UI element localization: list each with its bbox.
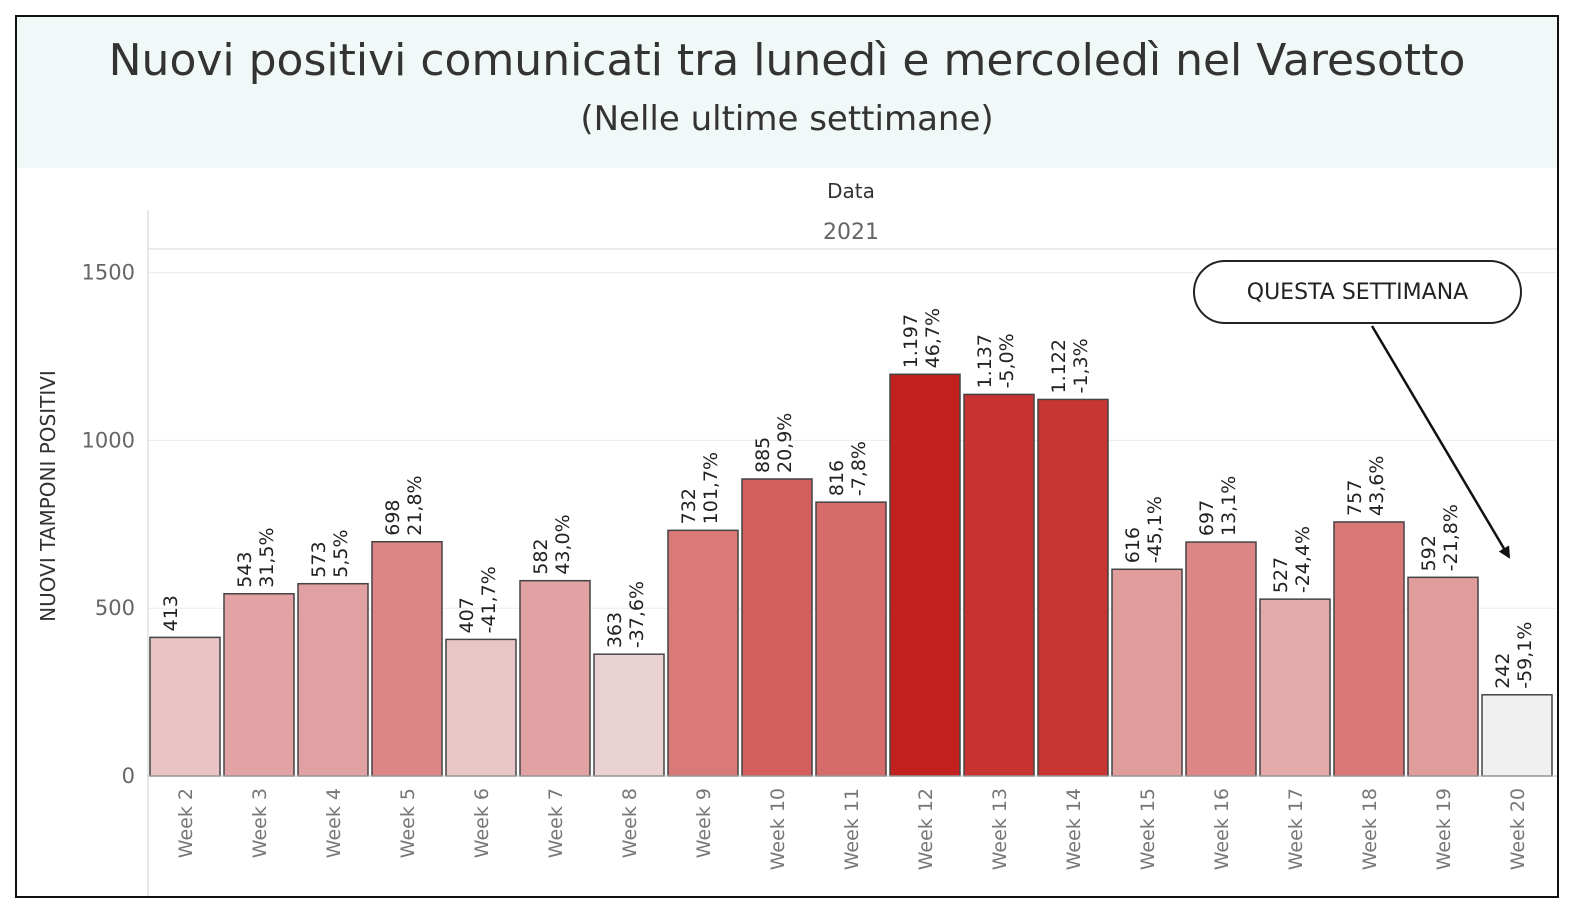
pct-change-label: 5,5% xyxy=(330,529,352,577)
x-tick-label: Week 9 xyxy=(693,788,715,858)
bar xyxy=(223,593,295,777)
pct-change-label: -5,0% xyxy=(996,333,1018,388)
value-label: 543 xyxy=(234,552,256,588)
x-tick-label: Week 19 xyxy=(1433,788,1455,870)
y-tick-label: 1000 xyxy=(82,428,135,452)
x-axis-labels: Week 2 Week 3 Week 4 Week 5 Week 6 Week 7 Week… xyxy=(175,788,1529,870)
bar xyxy=(667,529,739,777)
x-tick-label: Week 8 xyxy=(619,788,641,858)
pct-change-label: -45,1% xyxy=(1144,496,1166,563)
bar xyxy=(1259,598,1331,777)
value-label: 1.197 xyxy=(900,314,922,368)
y-tick-label: 0 xyxy=(122,764,135,788)
value-label: 697 xyxy=(1196,500,1218,536)
bar xyxy=(519,579,591,777)
y-axis-title: NUOVI TAMPONI POSITIVI xyxy=(36,370,60,622)
x-tick-label: Week 7 xyxy=(545,788,567,858)
bar xyxy=(1111,568,1183,777)
pct-change-label: -37,6% xyxy=(626,581,648,648)
bar xyxy=(815,501,887,777)
value-label: 582 xyxy=(530,538,552,574)
value-label: 407 xyxy=(456,597,478,633)
x-tick-label: Week 3 xyxy=(249,788,271,858)
x-tick-label: Week 6 xyxy=(471,788,493,858)
pct-change-label: -7,8% xyxy=(848,441,870,496)
value-label: 616 xyxy=(1122,527,1144,563)
value-label: 573 xyxy=(308,541,330,577)
bar xyxy=(371,541,443,777)
x-tick-label: Week 16 xyxy=(1211,788,1233,870)
bar xyxy=(1333,521,1405,777)
value-label: 885 xyxy=(752,437,774,473)
bar xyxy=(963,393,1035,777)
bar xyxy=(1185,541,1257,777)
chart-subtitle: (Nelle ultime settimane) xyxy=(580,99,994,139)
x-tick-label: Week 4 xyxy=(323,788,345,858)
x-tick-label: Week 10 xyxy=(767,788,789,870)
x-tick-label: Week 12 xyxy=(915,788,937,870)
value-label: 1.122 xyxy=(1048,339,1070,393)
pct-change-label: -41,7% xyxy=(478,566,500,633)
y-tick-label: 500 xyxy=(95,596,135,620)
value-label: 242 xyxy=(1492,653,1514,689)
y-axis-ticks: 0 500 1000 1500 xyxy=(82,261,135,788)
value-label: 527 xyxy=(1270,557,1292,593)
callout-arrow xyxy=(1370,325,1511,559)
x-tick-label: Week 11 xyxy=(841,788,863,870)
pct-change-label: 43,0% xyxy=(552,514,574,574)
value-label: 732 xyxy=(678,488,700,524)
value-label: 816 xyxy=(826,460,848,496)
bar xyxy=(149,636,221,777)
x-tick-label: Week 13 xyxy=(989,788,1011,870)
pct-change-label: -1,3% xyxy=(1070,338,1092,393)
pct-change-label: -24,4% xyxy=(1292,526,1314,593)
value-label: 1.137 xyxy=(974,334,996,388)
x-tick-label: Week 15 xyxy=(1137,788,1159,870)
year-label: 2021 xyxy=(823,220,879,245)
x-tick-label: Week 14 xyxy=(1063,788,1085,870)
pct-change-label: 46,7% xyxy=(922,308,944,368)
pct-change-label: 101,7% xyxy=(700,452,722,524)
pct-change-label: -59,1% xyxy=(1514,622,1536,689)
bar-chart: Data 2021 NUOVI TAMPONI POSITIVI 0 500 100… xyxy=(36,179,1557,896)
value-label: 592 xyxy=(1418,535,1440,571)
bar xyxy=(445,638,517,777)
value-label: 413 xyxy=(160,595,182,631)
bar xyxy=(741,478,813,777)
x-tick-label: Week 17 xyxy=(1285,788,1307,870)
pct-change-label: -21,8% xyxy=(1440,504,1462,571)
x-tick-label: Week 20 xyxy=(1507,788,1529,870)
x-tick-label: Week 5 xyxy=(397,788,419,858)
chart-header: Nuovi positivi comunicati tra lunedì e m… xyxy=(17,17,1557,168)
x-tick-label: Week 18 xyxy=(1359,788,1381,870)
bar xyxy=(1481,694,1553,777)
chart-frame: Nuovi positivi comunicati tra lunedì e m… xyxy=(15,15,1559,898)
y-tick-label: 1500 xyxy=(82,261,135,285)
callout-this-week: QUESTA SETTIMANA xyxy=(1193,260,1522,324)
pct-change-label: 43,6% xyxy=(1366,456,1388,516)
x-tick-label: Week 2 xyxy=(175,788,197,858)
column-header: Data xyxy=(827,179,875,203)
value-label: 757 xyxy=(1344,480,1366,516)
bar xyxy=(889,373,961,777)
pct-change-label: 31,5% xyxy=(256,527,278,587)
pct-change-label: 21,8% xyxy=(404,475,426,535)
bars xyxy=(149,373,1553,777)
pct-change-label: 13,1% xyxy=(1218,476,1240,536)
pct-change-label: 20,9% xyxy=(774,413,796,473)
bar xyxy=(297,582,369,777)
bar xyxy=(1037,398,1109,777)
chart-title: Nuovi positivi comunicati tra lunedì e m… xyxy=(108,35,1466,86)
value-label: 698 xyxy=(382,499,404,535)
bar xyxy=(593,653,665,777)
bar xyxy=(1407,576,1479,777)
value-label: 363 xyxy=(604,612,626,648)
